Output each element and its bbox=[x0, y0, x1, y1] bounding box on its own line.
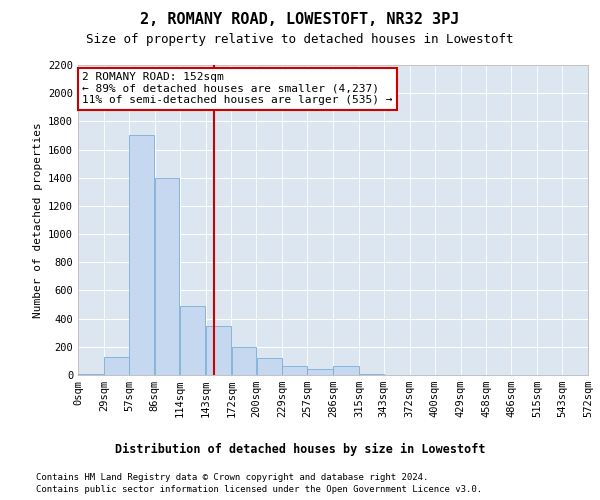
Bar bbox=[180, 306, 205, 375]
Y-axis label: Number of detached properties: Number of detached properties bbox=[32, 122, 43, 318]
Bar bbox=[104, 356, 128, 375]
Bar bbox=[257, 358, 282, 375]
Bar bbox=[283, 366, 307, 375]
Text: 2 ROMANY ROAD: 152sqm
← 89% of detached houses are smaller (4,237)
11% of semi-d: 2 ROMANY ROAD: 152sqm ← 89% of detached … bbox=[82, 72, 393, 105]
Bar bbox=[333, 366, 359, 375]
Bar bbox=[78, 374, 104, 375]
Text: Contains public sector information licensed under the Open Government Licence v3: Contains public sector information licen… bbox=[36, 485, 482, 494]
Bar bbox=[206, 326, 231, 375]
Bar bbox=[155, 178, 179, 375]
Text: Contains HM Land Registry data © Crown copyright and database right 2024.: Contains HM Land Registry data © Crown c… bbox=[36, 472, 428, 482]
Text: Distribution of detached houses by size in Lowestoft: Distribution of detached houses by size … bbox=[115, 442, 485, 456]
Bar bbox=[232, 347, 256, 375]
Bar bbox=[359, 374, 383, 375]
Bar bbox=[307, 370, 333, 375]
Text: 2, ROMANY ROAD, LOWESTOFT, NR32 3PJ: 2, ROMANY ROAD, LOWESTOFT, NR32 3PJ bbox=[140, 12, 460, 28]
Bar bbox=[129, 136, 154, 375]
Text: Size of property relative to detached houses in Lowestoft: Size of property relative to detached ho… bbox=[86, 32, 514, 46]
